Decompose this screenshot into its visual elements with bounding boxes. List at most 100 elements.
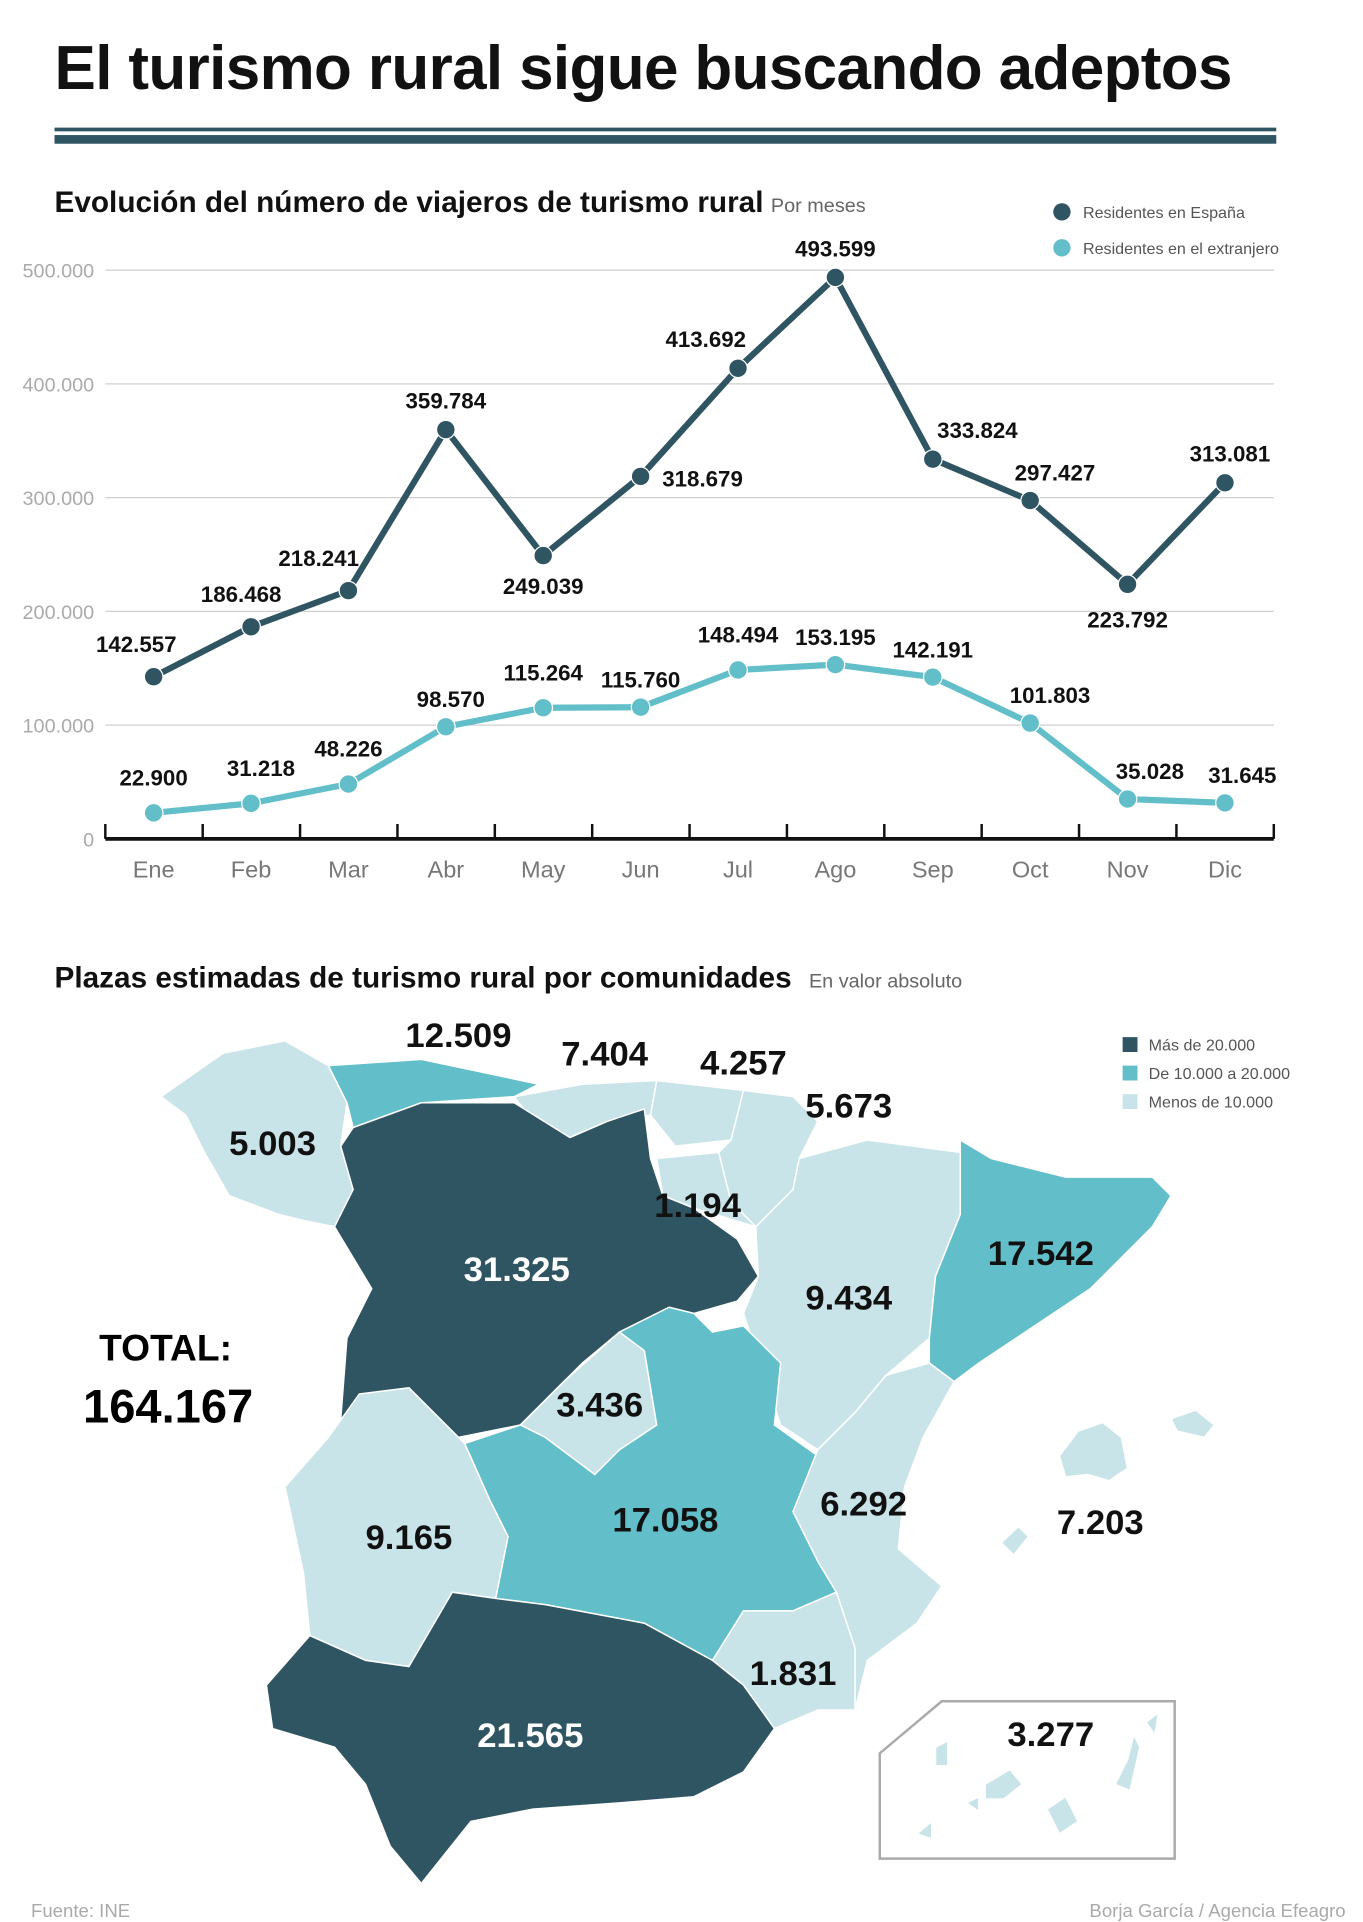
region-value-extremadura: 9.165 bbox=[365, 1519, 452, 1557]
data-label: 115.760 bbox=[601, 667, 680, 692]
legend-label: Residentes en España bbox=[1083, 204, 1245, 222]
data-label: 142.557 bbox=[96, 632, 177, 657]
title-rule-thick bbox=[54, 135, 1277, 144]
region-value-cantabria: 7.404 bbox=[561, 1036, 649, 1074]
region-baleares bbox=[1000, 1409, 1216, 1557]
region-value-valencia: 6.292 bbox=[820, 1485, 907, 1523]
legend-label: Más de 20.000 bbox=[1149, 1037, 1256, 1055]
series-line-espana bbox=[152, 274, 1228, 680]
x-tick-label: Nov bbox=[1107, 856, 1149, 882]
legend-swatch bbox=[1122, 1094, 1138, 1109]
region-value-madrid: 3.436 bbox=[556, 1386, 643, 1424]
data-label: 186.468 bbox=[201, 582, 282, 607]
data-label: 333.824 bbox=[937, 418, 1018, 443]
region-value-canarias: 3.277 bbox=[1007, 1716, 1094, 1754]
data-point bbox=[533, 697, 554, 718]
canarias-inset-box bbox=[878, 1700, 1176, 1860]
data-point bbox=[1215, 792, 1235, 813]
series-line-extranjero bbox=[153, 661, 1226, 816]
data-point bbox=[241, 616, 261, 637]
legend-label: Residentes en el extranjero bbox=[1083, 240, 1279, 258]
data-label: 313.081 bbox=[1190, 442, 1271, 467]
y-tick-label: 200.000 bbox=[23, 602, 95, 624]
legend-swatch bbox=[1122, 1037, 1138, 1052]
data-point bbox=[435, 419, 456, 440]
data-label: 249.039 bbox=[503, 574, 584, 599]
data-point bbox=[533, 545, 554, 566]
data-point bbox=[143, 666, 164, 687]
legend-label: Menos de 10.000 bbox=[1149, 1094, 1273, 1112]
x-tick-label: Sep bbox=[912, 856, 954, 882]
data-point bbox=[728, 660, 748, 680]
region-value-castilla-leon: 31.325 bbox=[464, 1251, 570, 1289]
x-tick-label: Dic bbox=[1208, 856, 1242, 882]
source-note: Fuente: INE bbox=[30, 1900, 131, 1922]
line-chart: 0 100.000 200.000 300.000 400.000 500.000 Ene F… bbox=[23, 203, 1279, 882]
region-value-la-rioja: 1.194 bbox=[654, 1187, 742, 1225]
data-label: 493.599 bbox=[795, 236, 876, 261]
map-title: Plazas estimadas de turismo rural por co… bbox=[55, 962, 963, 997]
region-value-navarra: 5.673 bbox=[805, 1088, 892, 1126]
data-point bbox=[630, 466, 651, 487]
y-tick-label: 500.000 bbox=[23, 261, 95, 283]
map-subtitle: En valor absoluto bbox=[808, 971, 963, 993]
total-label: TOTAL: bbox=[99, 1328, 232, 1370]
region-cataluna bbox=[928, 1138, 1172, 1383]
region-canarias bbox=[915, 1710, 1160, 1840]
data-label: 98.570 bbox=[417, 687, 485, 712]
page-title: El turismo rural sigue buscando adeptos bbox=[54, 33, 1233, 103]
data-label: 35.028 bbox=[1116, 759, 1184, 784]
total-value: 164.167 bbox=[83, 1381, 254, 1434]
data-point bbox=[1117, 574, 1138, 595]
y-tick-label: 0 bbox=[83, 829, 94, 851]
data-point bbox=[241, 793, 261, 814]
y-tick-label: 300.000 bbox=[23, 488, 95, 510]
y-tick-label: 100.000 bbox=[23, 716, 95, 738]
data-label: 223.792 bbox=[1087, 608, 1168, 633]
data-label: 413.692 bbox=[665, 327, 746, 352]
x-tick-label: Mar bbox=[328, 856, 369, 882]
x-tick-label: Abr bbox=[428, 856, 465, 882]
data-point bbox=[630, 697, 651, 718]
region-value-cataluna: 17.542 bbox=[988, 1235, 1094, 1273]
data-label: 153.195 bbox=[795, 625, 876, 650]
region-value-asturias: 12.509 bbox=[405, 1017, 511, 1055]
data-label: 115.264 bbox=[504, 660, 584, 685]
data-label: 297.427 bbox=[1015, 461, 1096, 486]
region-value-andalucia: 21.565 bbox=[477, 1717, 583, 1755]
region-value-galicia: 5.003 bbox=[229, 1125, 316, 1163]
data-label: 359.784 bbox=[406, 389, 487, 414]
data-point bbox=[1117, 789, 1138, 809]
data-point bbox=[825, 654, 846, 675]
data-label: 48.226 bbox=[314, 737, 382, 762]
data-point bbox=[435, 716, 456, 737]
legend-marker bbox=[1053, 203, 1071, 221]
data-point bbox=[338, 774, 359, 794]
data-point bbox=[922, 449, 943, 470]
data-label: 31.218 bbox=[227, 756, 295, 781]
line-chart-title-text: Evolución del número de viajeros de turi… bbox=[54, 185, 764, 220]
data-label: 318.679 bbox=[662, 466, 743, 491]
legend-label: De 10.000 a 20.000 bbox=[1149, 1065, 1290, 1083]
region-value-pais-vasco: 4.257 bbox=[700, 1044, 787, 1082]
x-tick-label: Ene bbox=[133, 856, 175, 882]
region-value-castilla-la-mancha: 17.058 bbox=[612, 1502, 718, 1540]
line-chart-title: Evolución del número de viajeros de turi… bbox=[55, 186, 866, 221]
region-value-aragon: 9.434 bbox=[805, 1280, 893, 1318]
data-point bbox=[1215, 472, 1235, 493]
region-valencia bbox=[792, 1362, 956, 1711]
data-point bbox=[1020, 490, 1041, 511]
data-label: 22.900 bbox=[120, 766, 188, 791]
legend-swatch bbox=[1122, 1065, 1138, 1081]
map-title-text: Plazas estimadas de turismo rural por co… bbox=[54, 961, 792, 995]
region-andalucia bbox=[265, 1591, 776, 1885]
x-tick-label: Ago bbox=[814, 856, 856, 882]
x-tick-label: Feb bbox=[231, 856, 272, 882]
x-tick-label: May bbox=[521, 856, 566, 882]
region-asturias bbox=[327, 1058, 542, 1129]
data-label: 31.645 bbox=[1208, 763, 1276, 788]
x-tick-label: Jun bbox=[622, 856, 660, 882]
credit-note: Borja García / Agencia Efeagro bbox=[1089, 1900, 1346, 1922]
region-value-murcia: 1.831 bbox=[750, 1655, 837, 1693]
